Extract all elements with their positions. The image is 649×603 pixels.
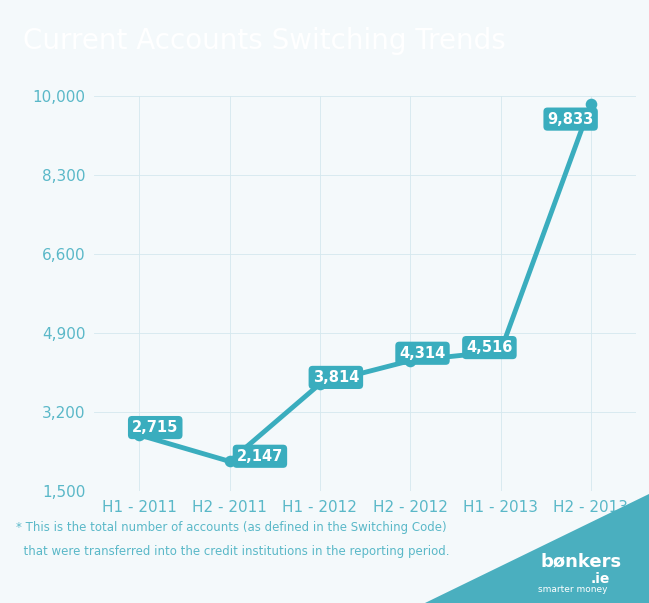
Text: .ie: .ie [590, 572, 609, 586]
Point [405, 356, 415, 365]
Text: 9,833: 9,833 [548, 112, 594, 127]
Text: 3,814: 3,814 [313, 370, 359, 385]
Point [225, 456, 235, 466]
Point [585, 99, 596, 109]
Text: 2,147: 2,147 [237, 449, 283, 464]
Point [315, 379, 325, 389]
Text: * This is the total number of accounts (as defined in the Switching Code): * This is the total number of accounts (… [16, 520, 447, 534]
Point [495, 347, 506, 356]
Text: smarter money: smarter money [538, 586, 607, 595]
Polygon shape [426, 494, 649, 603]
Text: 2,715: 2,715 [132, 420, 178, 435]
Point [134, 430, 145, 440]
Text: that were transferred into the credit institutions in the reporting period.: that were transferred into the credit in… [16, 545, 450, 558]
Text: 4,314: 4,314 [399, 346, 446, 361]
Text: 4,516: 4,516 [466, 340, 513, 355]
Text: bønkers: bønkers [540, 553, 622, 571]
Text: Current Accounts Switching Trends: Current Accounts Switching Trends [23, 27, 506, 55]
